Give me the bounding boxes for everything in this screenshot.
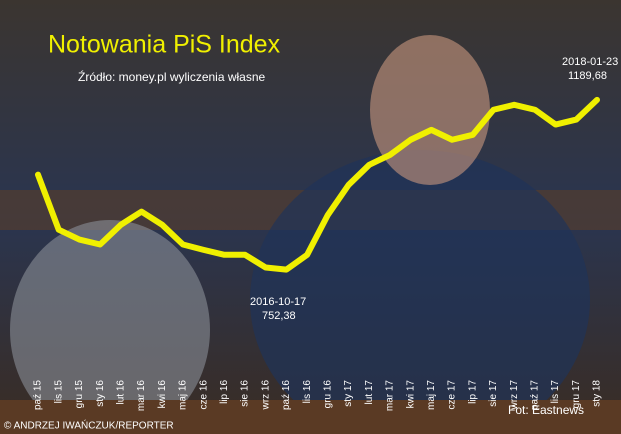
x-tick-label: lip 17 (467, 380, 478, 404)
x-tick-label: lut 17 (364, 380, 375, 405)
subtitle: Źródło: money.pl wyliczenia własne (78, 69, 266, 84)
person-left (10, 220, 210, 434)
x-tick-label: lis 17 (550, 380, 561, 404)
x-tick-label: sie 17 (488, 380, 499, 407)
photo-credit: © ANDRZEJ IWAŃCZUK/REPORTER (4, 419, 174, 432)
x-tick-label: lip 16 (219, 380, 230, 404)
x-tick-label: kwi 17 (405, 380, 416, 409)
x-tick-label: lis 15 (53, 380, 64, 404)
x-tick-label: wrz 17 (509, 380, 520, 411)
annotation-value: 1189,68 (568, 70, 607, 82)
x-tick-label: mar 16 (136, 380, 147, 412)
x-tick-label: gru 17 (571, 380, 582, 409)
person-right (250, 150, 590, 434)
x-tick-label: wrz 16 (260, 380, 271, 411)
line (35, 96, 600, 273)
face (370, 35, 490, 185)
x-tick-label: lut 16 (115, 380, 126, 405)
x-tick-label: sty 16 (95, 380, 106, 407)
x-tick-label: sty 17 (343, 380, 354, 407)
x-tick-label: maj 17 (426, 380, 437, 410)
annotation-date: 2016-10-17 (250, 296, 306, 308)
x-tick-label: gru 15 (74, 380, 85, 409)
desk (0, 400, 621, 434)
x-tick-label: cze 17 (447, 380, 458, 410)
annotation-date: 2018-01-23 (562, 56, 618, 68)
x-tick-label: maj 16 (178, 380, 189, 410)
x-tick-label: mar 17 (385, 380, 396, 412)
annotation-value: 752,38 (262, 310, 296, 322)
x-tick-label: sty 18 (592, 380, 603, 407)
photo-credit: Fot: Eastnews (508, 403, 584, 417)
chart-title: Notowania PiS Index (48, 31, 281, 59)
x-tick-label: lis 16 (302, 380, 313, 404)
x-tick-label: sie 16 (240, 380, 251, 407)
x-tick-label: cze 16 (198, 380, 209, 410)
x-tick-label: paź 15 (33, 380, 44, 410)
x-tick-label: paź 16 (281, 380, 292, 410)
x-tick-label: paź 17 (530, 380, 541, 410)
x-tick-label: gru 16 (322, 380, 333, 409)
x-tick-label: kwi 16 (157, 380, 168, 409)
